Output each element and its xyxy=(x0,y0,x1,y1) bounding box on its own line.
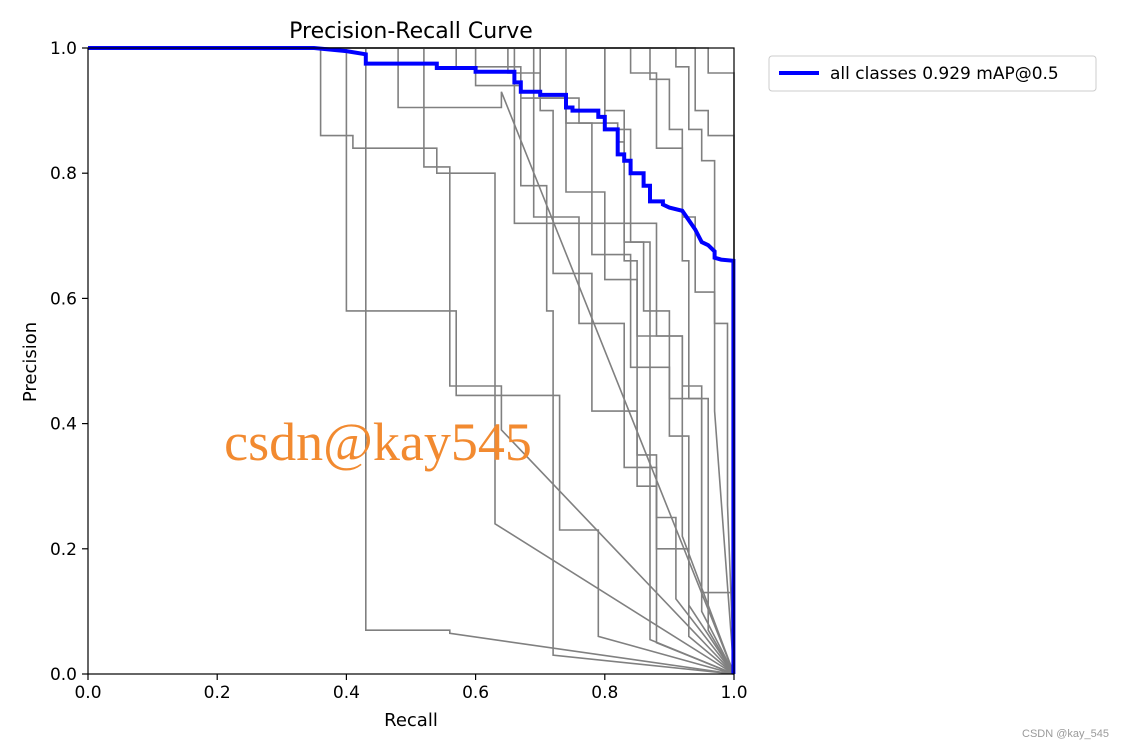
class-pr-curve xyxy=(88,47,735,675)
class-pr-curve xyxy=(88,47,735,675)
x-tick-label: 0.6 xyxy=(462,683,489,703)
footer-credit: CSDN @kay_545 xyxy=(1022,728,1109,740)
x-axis-label: Recall xyxy=(384,710,438,731)
y-tick-label: 0.0 xyxy=(50,665,77,685)
y-tick-label: 0.4 xyxy=(50,415,77,435)
chart-title: Precision-Recall Curve xyxy=(289,19,533,44)
axes-frame xyxy=(87,47,735,675)
legend: all classes 0.929 mAP@0.5 xyxy=(768,55,1097,92)
x-tick-label: 1.0 xyxy=(720,683,747,703)
axes: 0.0 0.2 0.4 0.6 0.8 1.0 0.0 0.2 0.4 0.6 0.8 1.0 xyxy=(50,39,748,703)
class-pr-curve xyxy=(88,47,735,675)
y-tick-label: 0.6 xyxy=(50,289,77,309)
legend-entry: all classes 0.929 mAP@0.5 xyxy=(830,64,1059,84)
x-tick-label: 0.8 xyxy=(591,683,618,703)
class-pr-curve xyxy=(88,47,735,675)
watermark: csdn@kay545 xyxy=(224,412,532,472)
y-tick-label: 0.2 xyxy=(50,540,77,560)
legend-box xyxy=(768,55,1097,92)
x-tick-label: 0.2 xyxy=(204,683,231,703)
y-tick-label: 0.8 xyxy=(50,164,77,184)
x-tick-label: 0.0 xyxy=(74,683,101,703)
class-pr-curve xyxy=(88,47,735,675)
plot-area xyxy=(88,46,736,675)
class-pr-curve xyxy=(88,47,735,674)
class-pr-curve xyxy=(88,47,735,675)
y-tick-label: 1.0 xyxy=(50,39,77,59)
all-classes-pr-curve xyxy=(88,46,736,674)
x-tick-label: 0.4 xyxy=(333,683,360,703)
class-pr-curve xyxy=(88,47,735,675)
y-axis-label: Precision xyxy=(20,322,41,402)
